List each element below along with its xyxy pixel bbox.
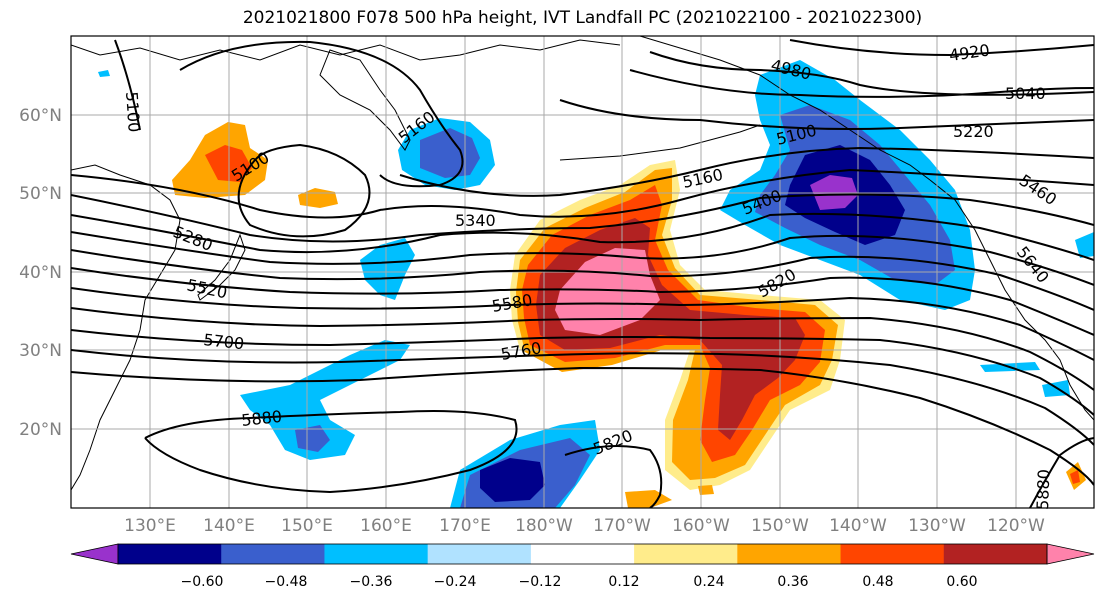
lat-label-40: 40°N [19,263,62,283]
coastline-asia [71,164,181,491]
coastline-alaska [639,36,931,181]
colorbar: −0.60 −0.48 −0.36 −0.24 −0.12 0.12 0.24 … [70,543,1095,590]
contour-5160 [399,146,1094,197]
colorbar-swatch [118,544,222,564]
ivt-region-east-edge-light [1075,232,1094,258]
lat-label-60: 60°N [19,106,62,126]
coastline-siberia [71,39,621,61]
coastline-japan [197,233,246,301]
lon-label-170w: 170°W [593,516,651,536]
contour-5400 [71,231,1094,286]
contour-label-5100-west: 5100 [122,91,144,133]
contour-5340 [71,212,1094,261]
lon-label-160e: 160°E [360,516,412,536]
colorbar-swatch [737,544,842,564]
lat-label-30: 30°N [19,341,62,361]
contour-5040 [629,69,1094,98]
lon-label-130e: 130°E [124,516,176,536]
contour-5880-low [144,410,518,494]
cb-tick-label: 0.36 [777,574,808,590]
contour-label-5700: 5700 [203,330,245,353]
colorbar-tick-labels: −0.60 −0.48 −0.36 −0.24 −0.12 0.12 0.24 … [181,574,978,590]
contour-label-5880-east: 5880 [1033,469,1053,510]
contour-5100-alaska [559,99,1094,130]
colorbar-swatch [427,544,532,564]
colorbar-swatch-min-extend [70,543,119,565]
height-contours [71,39,1094,508]
contour-5100-low [237,143,371,238]
contour-5220 [71,168,1094,219]
contour-5760 [71,349,1094,446]
coastline-north-america [929,179,1094,421]
lon-label-140e: 140°E [203,516,255,536]
contour-label-5340: 5340 [455,211,496,230]
cb-tick-label: 0.12 [608,574,639,590]
lon-label-170e: 170°E [439,516,491,536]
contour-5100-west [114,39,141,131]
colorbar-swatches [70,543,1095,565]
contour-5520 [71,267,1094,336]
lon-label-180w: 180°W [515,516,573,536]
cb-tick-label: −0.12 [519,574,562,590]
ivt-region-west-pacific-light [240,340,410,460]
cb-tick-label: −0.60 [181,574,224,590]
cb-tick-label: −0.48 [265,574,308,590]
ivt-region-south-dark [480,458,545,502]
cb-tick-label: 0.48 [862,574,893,590]
contour-5460 [71,249,1094,311]
colorbar-swatch-max-extend [1046,543,1095,565]
contour-5820-south [564,445,663,508]
contour-5880-east [1029,437,1094,508]
contour-label-5880-low: 5880 [240,407,282,430]
coastlines [71,36,1094,491]
colorbar-swatch [530,544,635,564]
lon-label-150e: 150°E [281,516,333,536]
contour-5580 [71,287,1094,361]
colorbar-border [117,543,1048,565]
ivt-region-dot [98,70,110,77]
colorbar-swatch [840,544,945,564]
cb-tick-label: −0.36 [350,574,393,590]
colorbar-swatch [943,544,1048,564]
cb-tick-label: 0.60 [946,574,977,590]
coastline-aleutians [559,124,761,161]
contour-label-5220: 5220 [953,122,994,141]
cb-tick-label: 0.24 [693,574,724,590]
latitude-labels: 60°N 50°N 40°N 30°N 20°N [19,106,62,440]
contour-5640 [71,307,1094,391]
contour-5820 [71,366,1094,486]
ivt-region-central-pink [555,248,660,335]
lon-label-150w: 150°W [751,516,809,536]
ivt-region-midpac-light [360,238,415,300]
ivt-region-small-orange-2 [698,485,714,495]
contour-5280 [71,193,1094,243]
ivt-region-east-red [1070,470,1080,484]
cb-tick-label: −0.24 [434,574,477,590]
contour-label-5040: 5040 [1005,84,1046,103]
lon-label-120w: 120°W [987,516,1045,536]
coastline-kamchatka [319,49,411,151]
contour-4920 [789,39,1094,57]
lat-label-20: 20°N [19,420,62,440]
colorbar-swatch [634,544,738,564]
contour-5700 [71,329,1094,416]
lon-label-160w: 160°W [672,516,730,536]
contour-4980 [649,51,1094,96]
ivt-region-west-pacific-mid [295,425,330,452]
colorbar-swatch [324,544,429,564]
map-title: 2021021800 F078 500 hPa height, IVT Land… [242,8,923,28]
lon-label-140w: 140°W [829,516,887,536]
colorbar-swatch [221,544,325,564]
lat-label-50: 50°N [19,184,62,204]
longitude-labels: 130°E 140°E 150°E 160°E 170°E 180°W 170°… [124,516,1045,536]
lon-label-130w: 130°W [908,516,966,536]
map-border [70,35,1095,509]
